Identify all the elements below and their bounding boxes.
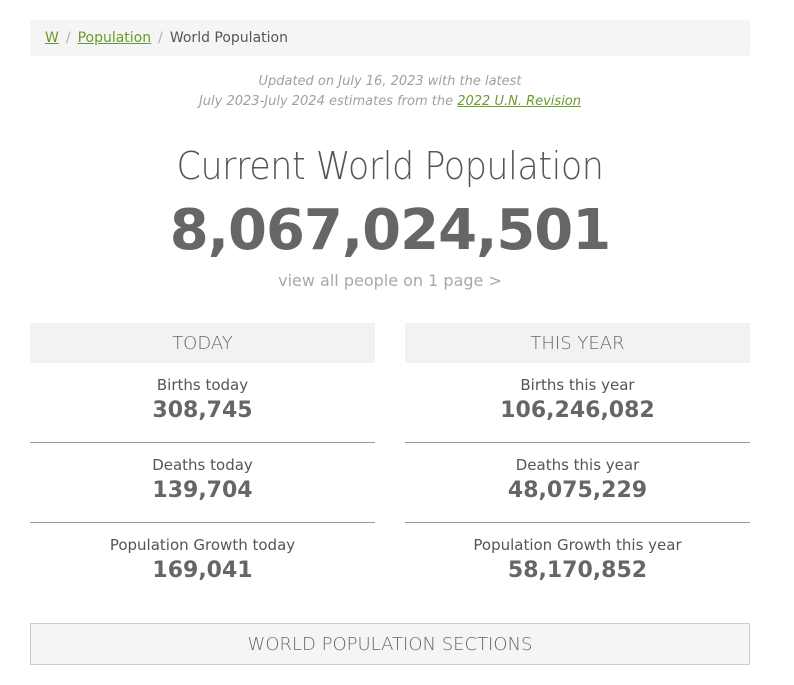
births-year-value: 106,246,082	[500, 398, 655, 423]
deaths-today-label: Deaths today	[152, 456, 253, 474]
growth-year-value: 58,170,852	[507, 558, 648, 583]
growth-year-label: Population Growth this year	[473, 536, 682, 554]
births-year-label: Births this year	[520, 376, 635, 394]
today-panel: TODAY Births today 308,745 Deaths today …	[30, 323, 375, 603]
births-today-stat: Births today 308,745	[30, 363, 375, 443]
un-revision-link[interactable]: 2022 U.N. Revision	[457, 94, 582, 109]
breadcrumb-separator: /	[65, 30, 71, 46]
breadcrumb-population-link[interactable]: Population	[77, 30, 152, 46]
update-note-line2-text: July 2023-July 2024 estimates from the	[198, 94, 458, 109]
births-year-stat: Births this year 106,246,082	[405, 363, 750, 443]
breadcrumb-home-link[interactable]: W	[45, 30, 59, 46]
this-year-heading: THIS YEAR	[405, 323, 750, 363]
births-today-label: Births today	[156, 376, 249, 394]
world-population-sections-button[interactable]: WORLD POPULATION SECTIONS	[30, 623, 750, 665]
deaths-year-label: Deaths this year	[515, 456, 640, 474]
deaths-year-stat: Deaths this year 48,075,229	[405, 443, 750, 523]
growth-today-label: Population Growth today	[109, 536, 296, 554]
growth-today-value: 169,041	[152, 558, 253, 583]
births-today-value: 308,745	[152, 398, 253, 423]
deaths-today-value: 139,704	[152, 478, 253, 503]
update-note: Updated on July 16, 2023 with the latest…	[0, 72, 780, 112]
view-all-people-link[interactable]: view all people on 1 page >	[278, 271, 502, 290]
growth-today-stat: Population Growth today 169,041	[30, 523, 375, 603]
breadcrumb-current: World Population	[169, 30, 288, 46]
breadcrumb-separator: /	[158, 30, 163, 46]
population-counter: 8,067,024,501	[169, 198, 611, 263]
breadcrumb: W / Population / World Population	[30, 20, 750, 56]
update-note-line1: Updated on July 16, 2023 with the latest	[258, 74, 522, 89]
deaths-today-stat: Deaths today 139,704	[30, 443, 375, 523]
today-heading: TODAY	[30, 323, 375, 363]
deaths-year-value: 48,075,229	[507, 478, 648, 503]
this-year-panel: THIS YEAR Births this year 106,246,082 D…	[405, 323, 750, 603]
page-title: Current World Population	[176, 144, 604, 188]
update-note-line2: July 2023-July 2024 estimates from the 2…	[0, 92, 780, 112]
growth-year-stat: Population Growth this year 58,170,852	[405, 523, 750, 603]
